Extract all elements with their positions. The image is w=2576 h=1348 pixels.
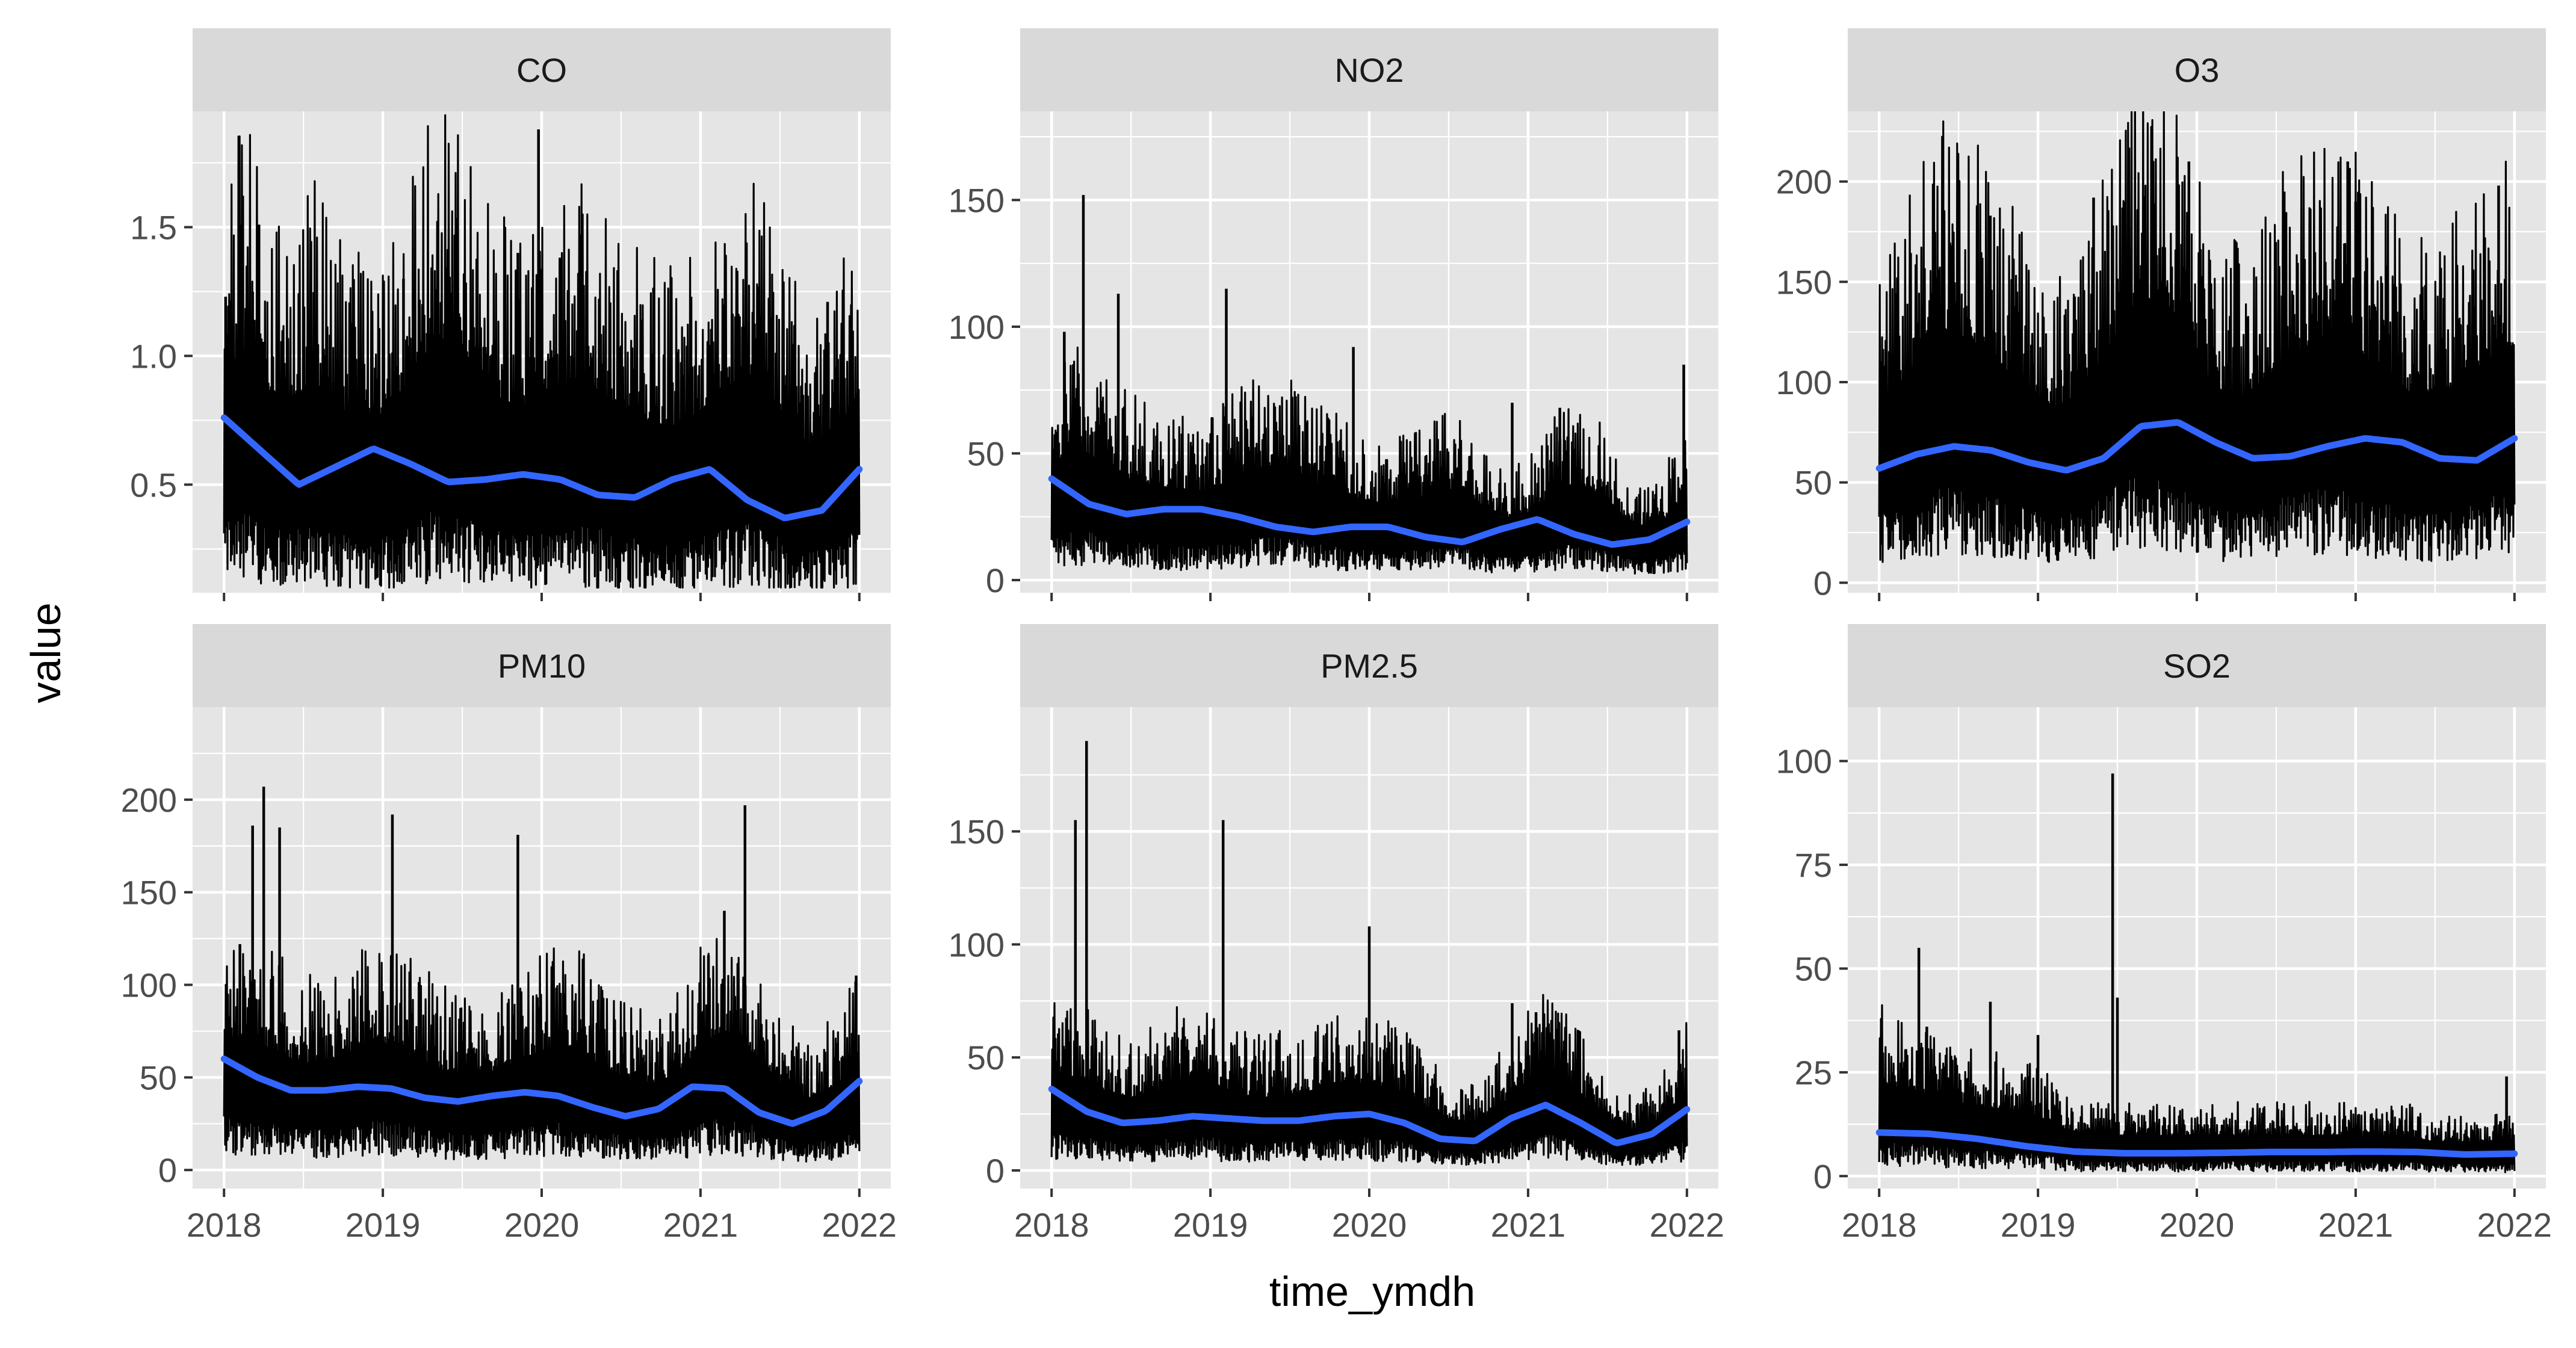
panel-pm25: PM2.5 0 50 100 150 2018 2019 2020 2021 2022 xyxy=(949,624,1725,1244)
y-tick-label: 150 xyxy=(949,181,1005,219)
series-line-pm25 xyxy=(1050,994,1688,1166)
panel-o3: O3 0 50 100 150 200 xyxy=(1776,28,2546,602)
x-tick-label: 2021 xyxy=(663,1206,738,1244)
strip-pm10 xyxy=(193,624,891,707)
x-tick-label: 2021 xyxy=(1491,1206,1566,1244)
y-tick-label: 0 xyxy=(158,1151,177,1189)
y-tick-label: 50 xyxy=(140,1059,177,1096)
strip-co xyxy=(193,28,891,111)
y-tick-label: 75 xyxy=(1795,846,1832,884)
x-tick-label: 2019 xyxy=(345,1206,421,1244)
x-tick-label: 2020 xyxy=(504,1206,580,1244)
x-tick-label: 2022 xyxy=(822,1206,897,1244)
y-tick-label: 1.5 xyxy=(130,209,177,247)
y-tick-label: 150 xyxy=(949,813,1005,851)
series-line-co xyxy=(223,114,861,589)
panel-no2: NO2 0 50 100 150 xyxy=(949,28,1718,601)
smooth-trend-line-pm10 xyxy=(220,1056,863,1127)
y-tick-label: 50 xyxy=(967,434,1005,472)
x-tick-label: 2018 xyxy=(1014,1206,1089,1244)
y-tick-label: 50 xyxy=(967,1039,1005,1077)
y-tick-label: 150 xyxy=(1776,263,1832,301)
strip-label-pm10: PM10 xyxy=(498,647,586,685)
x-tick-label: 2019 xyxy=(1173,1206,1248,1244)
y-tick-label: 100 xyxy=(1776,363,1832,401)
x-tick-label: 2018 xyxy=(187,1206,262,1244)
series-line-pm10 xyxy=(223,938,861,1163)
y-tick-label: 25 xyxy=(1795,1054,1832,1092)
strip-label-co: CO xyxy=(516,51,567,89)
smooth-trend-line-o3 xyxy=(1875,419,2518,474)
smooth-trend-line-no2 xyxy=(1048,475,1691,548)
smooth-trend-line-so2 xyxy=(1875,1129,2518,1158)
y-tick-label: 0 xyxy=(986,1152,1005,1190)
panel-so2: SO2 0 25 50 75 100 2018 2019 2020 2021 2022 xyxy=(1776,624,2553,1244)
panel-co: CO 0.5 1.0 1.5 xyxy=(130,28,891,601)
smooth-trend-line-pm25 xyxy=(1048,1086,1691,1146)
y-tick-label: 50 xyxy=(1795,464,1832,502)
x-axis-title: time_ymdh xyxy=(1269,1268,1475,1315)
strip-no2 xyxy=(1020,28,1718,111)
x-tick-label: 2019 xyxy=(2001,1206,2076,1244)
smooth-trend-line-co xyxy=(220,414,863,522)
y-tick-label: 0 xyxy=(1813,1157,1832,1195)
strip-label-pm25: PM2.5 xyxy=(1321,647,1418,685)
y-tick-label: 1.0 xyxy=(130,337,177,375)
y-tick-label: 200 xyxy=(121,781,177,819)
strip-pm25 xyxy=(1020,624,1718,707)
series-line-no2 xyxy=(1050,346,1688,575)
y-tick-label: 100 xyxy=(949,308,1005,346)
x-tick-label: 2020 xyxy=(1332,1206,1407,1244)
x-tick-label: 2022 xyxy=(2477,1206,2553,1244)
strip-label-o3: O3 xyxy=(2175,51,2220,89)
y-tick-label: 150 xyxy=(121,874,177,912)
series-line-so2 xyxy=(1878,1004,2516,1173)
strip-label-so2: SO2 xyxy=(2163,647,2231,685)
y-tick-label: 0 xyxy=(1813,564,1832,602)
strip-so2 xyxy=(1848,624,2546,707)
x-tick-label: 2020 xyxy=(2160,1206,2235,1244)
x-tick-label: 2021 xyxy=(2318,1206,2394,1244)
y-tick-label: 0 xyxy=(986,561,1005,599)
panel-pm10: PM10 0 50 100 150 200 2018 2019 2020 2021 2022 xyxy=(121,624,897,1244)
strip-o3 xyxy=(1848,28,2546,111)
y-tick-label: 50 xyxy=(1795,950,1832,988)
x-tick-label: 2022 xyxy=(1650,1206,1725,1244)
strip-label-no2: NO2 xyxy=(1334,51,1404,89)
y-tick-label: 100 xyxy=(949,926,1005,963)
y-axis-title: value xyxy=(22,602,69,703)
y-tick-label: 0.5 xyxy=(130,466,177,504)
y-tick-label: 100 xyxy=(1776,743,1832,781)
y-tick-label: 100 xyxy=(121,966,177,1004)
series-line-o3 xyxy=(1878,111,2516,563)
x-tick-label: 2018 xyxy=(1842,1206,1917,1244)
y-tick-label: 200 xyxy=(1776,163,1832,201)
